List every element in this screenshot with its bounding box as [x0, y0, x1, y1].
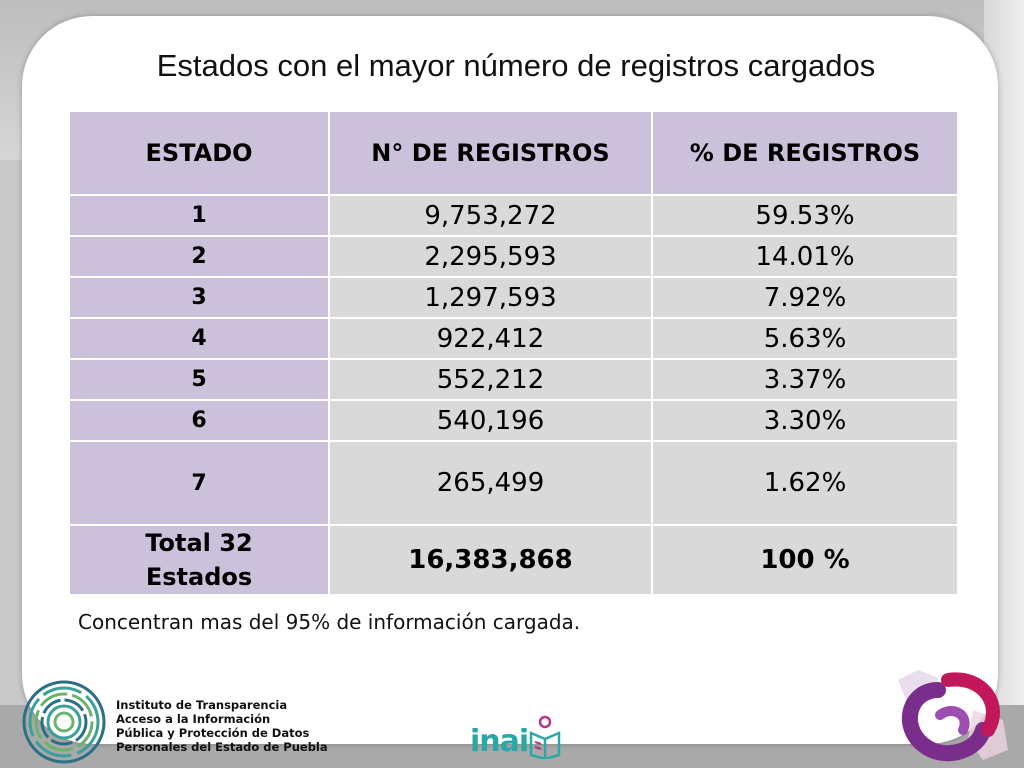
cell-estado: 5: [68, 358, 330, 401]
header-estado: ESTADO: [68, 110, 330, 196]
org-name-line: Acceso a la Información: [116, 712, 271, 726]
cell-porcentaje: 14.01%: [651, 235, 959, 278]
cell-porcentaje: 7.92%: [651, 276, 959, 319]
table-row: 1 9,753,272 59.53%: [68, 194, 959, 237]
cell-registros: 9,753,272: [328, 194, 653, 237]
cell-estado: 6: [68, 399, 330, 442]
cell-estado: 1: [68, 194, 330, 237]
footnote: Concentran mas del 95% de información ca…: [78, 610, 581, 634]
table-header-row: ESTADO N° DE REGISTROS % DE REGISTROS: [68, 110, 959, 196]
cell-porcentaje: 5.63%: [651, 317, 959, 360]
cell-registros: 2,295,593: [328, 235, 653, 278]
org-name-line: Pública y Protección de Datos: [116, 726, 310, 740]
cell-registros: 922,412: [328, 317, 653, 360]
cell-porcentaje: 59.53%: [651, 194, 959, 237]
registros-table: ESTADO N° DE REGISTROS % DE REGISTROS 1 …: [68, 110, 959, 596]
table-row: 6 540,196 3.30%: [68, 399, 959, 442]
cell-total-estado: Total 32 Estados: [68, 524, 330, 596]
concentric-circles-logo-icon: [22, 680, 106, 764]
total-estado-line1: Total 32: [145, 529, 253, 557]
table-row: 3 1,297,593 7.92%: [68, 276, 959, 319]
inai-book-person-icon: [529, 715, 561, 759]
header-registros: N° DE REGISTROS: [328, 110, 653, 196]
cell-registros: 265,499: [328, 440, 653, 526]
cell-estado: 7: [68, 440, 330, 526]
header-porcentaje: % DE REGISTROS: [651, 110, 959, 196]
org-name-line: Instituto de Transparencia: [116, 698, 288, 712]
org-name-line: Personales del Estado de Puebla: [116, 740, 328, 754]
slide-title: Estados con el mayor número de registros…: [156, 48, 876, 83]
table-row: 7 265,499 1.62%: [68, 440, 959, 526]
cell-total-registros: 16,383,868: [328, 524, 653, 596]
cell-porcentaje: 3.30%: [651, 399, 959, 442]
total-estado-line2: Estados: [145, 563, 253, 591]
cell-registros: 540,196: [328, 399, 653, 442]
cell-porcentaje: 3.37%: [651, 358, 959, 401]
cell-porcentaje: 1.62%: [651, 440, 959, 526]
inai-label: inai: [470, 724, 529, 759]
table-row: 2 2,295,593 14.01%: [68, 235, 959, 278]
puebla-map-swirl-logo-icon: [898, 670, 1008, 762]
table-row: 5 552,212 3.37%: [68, 358, 959, 401]
cell-registros: 552,212: [328, 358, 653, 401]
org-name: Instituto de Transparencia Acceso a la I…: [116, 698, 328, 754]
cell-registros: 1,297,593: [328, 276, 653, 319]
table-row: 4 922,412 5.63%: [68, 317, 959, 360]
cell-estado: 3: [68, 276, 330, 319]
inai-logo: inai: [470, 715, 562, 759]
cell-total-porcentaje: 100 %: [651, 524, 959, 596]
table-total-row: Total 32 Estados 16,383,868 100 %: [68, 524, 959, 596]
cell-estado: 2: [68, 235, 330, 278]
cell-estado: 4: [68, 317, 330, 360]
